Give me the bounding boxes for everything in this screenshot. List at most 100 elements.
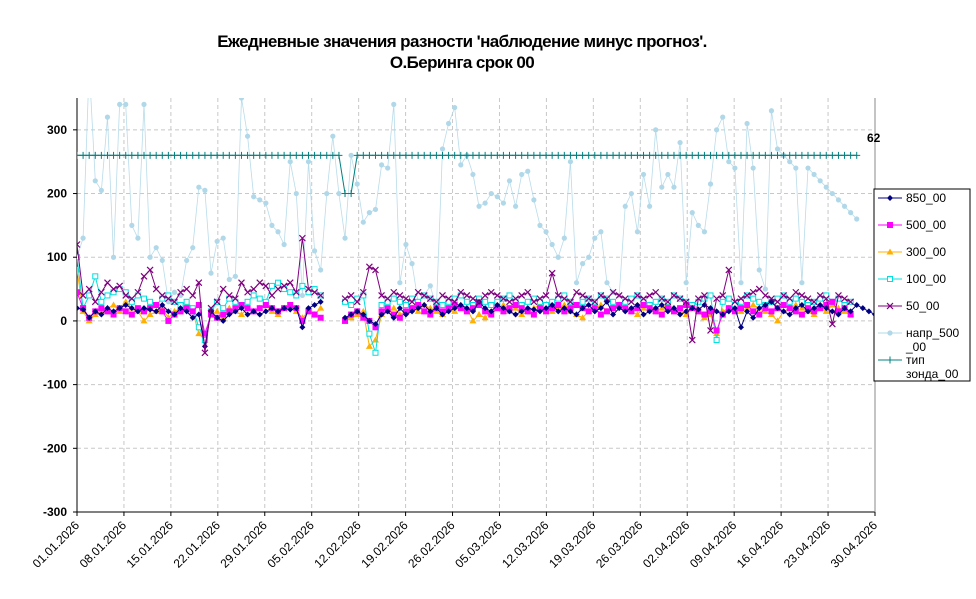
data-point [98,305,105,312]
data-point [848,210,854,216]
data-point [164,295,172,303]
data-point [683,280,689,286]
data-point [250,292,257,299]
data-point [719,292,727,299]
data-point [360,219,366,225]
data-point [225,292,233,299]
data-point [640,302,647,308]
data-point [122,308,129,315]
data-point [402,295,410,303]
legend-swatch-marker [887,330,893,336]
data-point [171,298,178,306]
data-point [97,288,105,296]
data-point [585,295,593,303]
data-point [732,165,738,171]
data-point [183,298,190,305]
data-point [738,280,744,286]
series-line [77,98,857,309]
data-point [518,151,526,159]
x-tick-label: 26.03.2026 [593,518,646,571]
data-point [525,168,531,174]
data-point [701,311,708,318]
x-tick-label: 12.02.2026 [311,518,364,571]
data-point [128,311,135,318]
data-point [195,330,203,337]
data-point [713,151,721,159]
data-point [677,311,684,318]
data-point [359,307,367,314]
data-point [378,311,385,318]
legend-swatch-marker [887,222,893,228]
data-point [500,200,507,206]
data-point [134,151,142,159]
y-tick-label: 0 [60,314,67,328]
data-point [147,254,153,260]
data-point [110,301,118,308]
data-point [786,311,793,318]
data-point [621,151,629,159]
data-point [720,114,726,120]
data-point [700,151,708,159]
data-point [80,235,86,241]
data-point [750,308,757,315]
x-tick-label: 05.03.2026 [452,518,505,571]
data-point [110,308,117,315]
data-point [281,241,287,248]
data-point [560,151,568,159]
data-point [719,151,727,159]
data-point [457,302,464,308]
data-point [439,311,446,318]
data-point [244,305,251,312]
data-point [640,295,647,303]
data-point [725,266,733,274]
data-point [677,305,684,312]
x-tick-label: 01.01.2026 [30,518,83,571]
data-point [372,321,379,328]
data-point [97,151,105,159]
legend-entry: 850_00 [878,191,946,205]
data-point [122,302,129,308]
data-point [488,308,495,315]
data-point [390,304,398,311]
data-point [798,302,805,308]
data-point [847,308,854,315]
data-point [317,304,325,311]
data-point [603,151,611,159]
data-point [725,308,732,315]
data-point [591,305,598,312]
data-point [445,308,452,315]
data-point [287,159,293,165]
data-point [262,308,269,315]
data-point [397,280,403,286]
plot-area [77,98,875,357]
data-point [524,151,532,159]
legend-swatch-marker [886,302,894,310]
data-point [122,151,130,159]
x-tick-label: 05.02.2026 [264,518,317,571]
data-point [183,305,190,312]
data-point [359,288,367,296]
data-point [317,314,324,321]
data-point [786,305,793,312]
data-point [439,308,446,315]
data-point [426,151,434,159]
data-point [493,292,501,299]
data-point [335,151,343,159]
data-point [652,308,659,315]
data-point [189,151,197,159]
data-point [256,295,263,302]
data-point [628,305,635,312]
data-point [159,302,166,308]
data-point [536,308,543,315]
data-point [390,314,397,321]
data-point [134,305,141,312]
data-point [828,151,836,159]
data-point [664,308,671,315]
data-point [159,308,166,315]
data-point [859,305,866,312]
data-point [737,324,744,331]
data-point [98,187,104,193]
data-point [336,190,342,197]
data-point [390,295,397,302]
legend-entry: 50_00 [878,299,940,313]
